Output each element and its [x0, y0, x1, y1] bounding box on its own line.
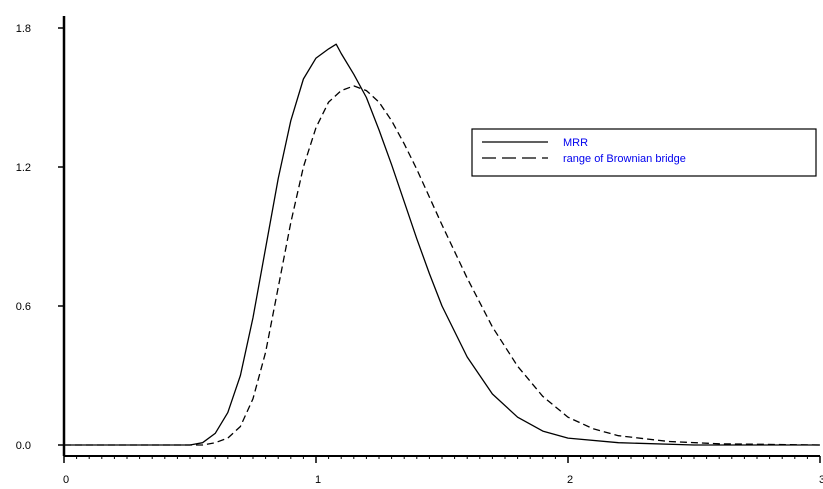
legend: MRR range of Brownian bridge [471, 128, 817, 177]
series-line-mrr [64, 43, 820, 446]
y-tick-label: 1.8 [16, 23, 31, 35]
x-tick-label: 1 [315, 474, 321, 486]
y-tick-label: 0.0 [16, 440, 31, 452]
x-tick-label: 2 [567, 474, 573, 486]
legend-box [471, 128, 817, 177]
y-tick-label: 0.6 [16, 301, 31, 313]
axes: 0.0 0.6 1.2 1.8 0 1 2 3 [16, 16, 823, 486]
legend-label: range of Brownian bridge [563, 153, 686, 165]
y-tick-label: 1.2 [16, 162, 31, 174]
x-tick-label: 3 [819, 474, 823, 486]
series-line-brownian-bridge [64, 85, 821, 446]
series-layer [64, 43, 821, 446]
x-tick-label: 0 [63, 474, 69, 486]
legend-label: MRR [563, 137, 588, 149]
